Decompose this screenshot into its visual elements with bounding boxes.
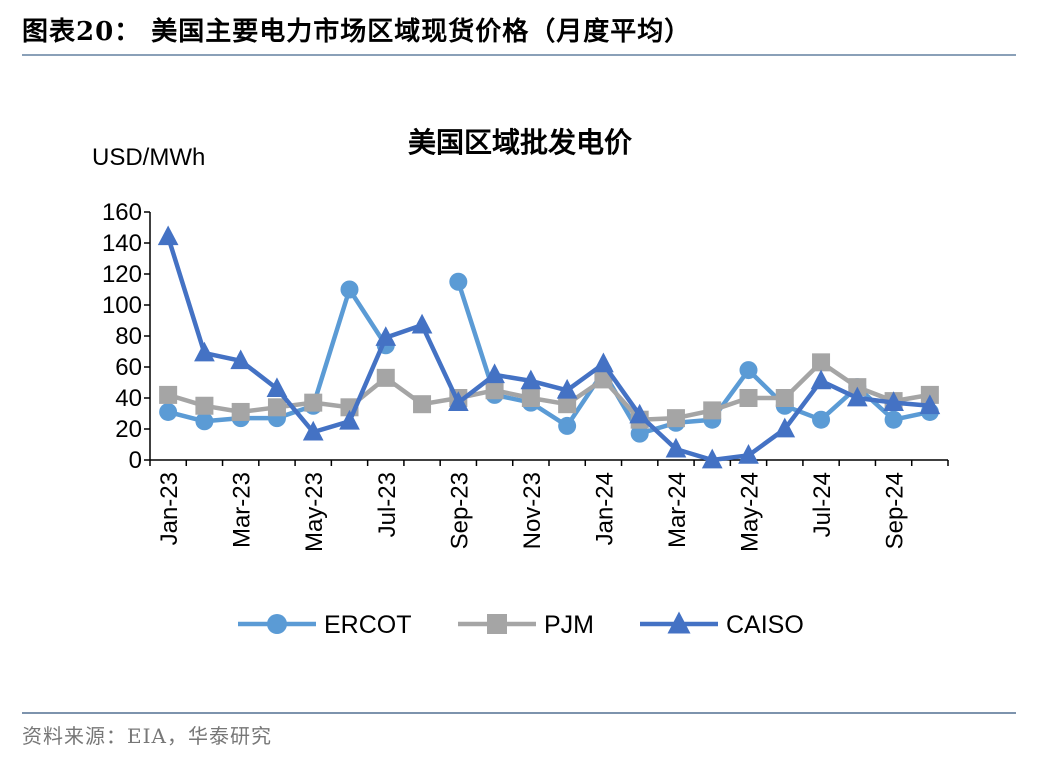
line-chart: 美国区域批发电价 USD/MWh 0 20 40 60 80 100 120 140 160 Ja… <box>92 126 949 639</box>
data-point-pjm <box>703 401 722 420</box>
data-point-pjm <box>485 381 504 400</box>
data-point-caiso <box>593 352 614 373</box>
chart-series <box>157 225 941 469</box>
data-point-caiso <box>157 225 179 246</box>
y-tick-label: 0 <box>129 447 142 474</box>
figure-title: 图表20： 美国主要电力市场区域现货价格（月度平均） <box>22 17 692 47</box>
data-point-ercot <box>159 402 178 421</box>
x-tick-label: Jan-24 <box>591 472 618 545</box>
x-tick-label: Nov-23 <box>519 472 546 549</box>
data-point-ercot <box>340 280 359 299</box>
y-tick-label: 140 <box>102 230 142 257</box>
data-point-caiso <box>738 444 759 464</box>
data-point-caiso <box>701 448 723 469</box>
x-tick-label: Mar-23 <box>229 472 256 548</box>
data-point-pjm <box>159 385 178 404</box>
data-point-caiso <box>810 369 832 390</box>
data-point-pjm <box>231 402 250 421</box>
x-tick-label: Jul-24 <box>809 472 836 537</box>
x-tick-label: May-23 <box>301 472 328 552</box>
y-tick-label: 120 <box>102 261 142 288</box>
legend-item-ercot: ERCOT <box>238 611 412 639</box>
x-tick-label: Jul-23 <box>374 472 401 537</box>
series-caiso <box>157 225 941 469</box>
data-point-caiso <box>774 417 796 438</box>
data-point-caiso <box>665 437 687 458</box>
data-point-pjm <box>812 353 831 372</box>
data-point-caiso <box>919 394 941 415</box>
data-point-caiso <box>484 363 505 384</box>
data-point-pjm <box>413 395 432 414</box>
x-tick-label: Sep-23 <box>446 472 473 549</box>
data-point-ercot <box>884 410 903 429</box>
data-point-caiso <box>194 341 215 362</box>
legend-marker-pjm <box>487 614 507 634</box>
series-line-pjm <box>167 360 931 422</box>
legend-label-caiso: CAISO <box>726 611 804 639</box>
legend-marker-ercot <box>267 614 287 634</box>
x-tick-label: Jan-23 <box>156 472 183 545</box>
y-axis-unit-label: USD/MWh <box>92 144 205 171</box>
data-point-caiso <box>375 326 397 346</box>
chart-axes: 0 20 40 60 80 100 120 140 160 Jan-23 Mar-23 May-23 J… <box>102 199 949 552</box>
data-point-pjm <box>376 368 395 387</box>
y-tick-label: 60 <box>115 354 142 381</box>
data-point-pjm <box>267 398 286 417</box>
data-point-pjm <box>558 395 577 414</box>
figure-header: 图表20： 美国主要电力市场区域现货价格（月度平均） <box>22 14 1022 50</box>
x-tick-label: Sep-24 <box>882 472 909 549</box>
data-point-caiso <box>302 420 324 441</box>
source-note: 资料来源：EIA，华泰研究 <box>22 724 272 748</box>
chart-legend: ERCOT PJM CAISO <box>238 611 804 639</box>
data-point-ercot <box>812 410 831 429</box>
data-point-caiso <box>629 403 651 424</box>
data-point-ercot <box>739 361 758 380</box>
legend-label-ercot: ERCOT <box>324 611 412 639</box>
chart-title: 美国区域批发电价 <box>408 126 633 159</box>
legend-item-caiso: CAISO <box>640 611 804 639</box>
footer-rule <box>22 712 1016 714</box>
data-point-caiso <box>447 391 469 411</box>
header-rule <box>22 54 1016 56</box>
legend-item-pjm: PJM <box>458 611 594 639</box>
y-tick-label: 100 <box>102 292 142 319</box>
data-point-caiso <box>266 377 288 398</box>
data-point-pjm <box>195 396 214 415</box>
data-point-pjm <box>521 389 540 407</box>
data-point-pjm <box>666 409 685 428</box>
data-point-pjm <box>739 389 758 407</box>
data-point-ercot <box>630 424 649 443</box>
series-line-caiso <box>165 236 931 463</box>
data-point-ercot <box>195 412 214 431</box>
data-point-caiso <box>556 378 578 399</box>
x-tick-label: Mar-24 <box>664 472 691 548</box>
data-point-caiso <box>339 409 360 430</box>
x-tick-label: May-24 <box>737 472 764 552</box>
data-point-caiso <box>520 369 542 390</box>
y-tick-label: 20 <box>115 416 142 443</box>
legend-marker-caiso <box>667 611 691 634</box>
data-point-caiso <box>883 391 904 411</box>
y-tick-label: 160 <box>102 199 142 226</box>
legend-label-pjm: PJM <box>544 611 594 639</box>
data-point-ercot <box>449 272 468 291</box>
data-point-caiso <box>846 386 868 407</box>
data-point-ercot <box>558 416 577 435</box>
data-point-pjm <box>775 389 794 407</box>
data-point-pjm <box>594 370 613 389</box>
data-point-caiso <box>411 313 433 334</box>
y-tick-label: 80 <box>115 323 142 350</box>
y-tick-label: 40 <box>115 385 142 412</box>
data-point-pjm <box>304 393 323 412</box>
data-point-caiso <box>230 349 252 370</box>
